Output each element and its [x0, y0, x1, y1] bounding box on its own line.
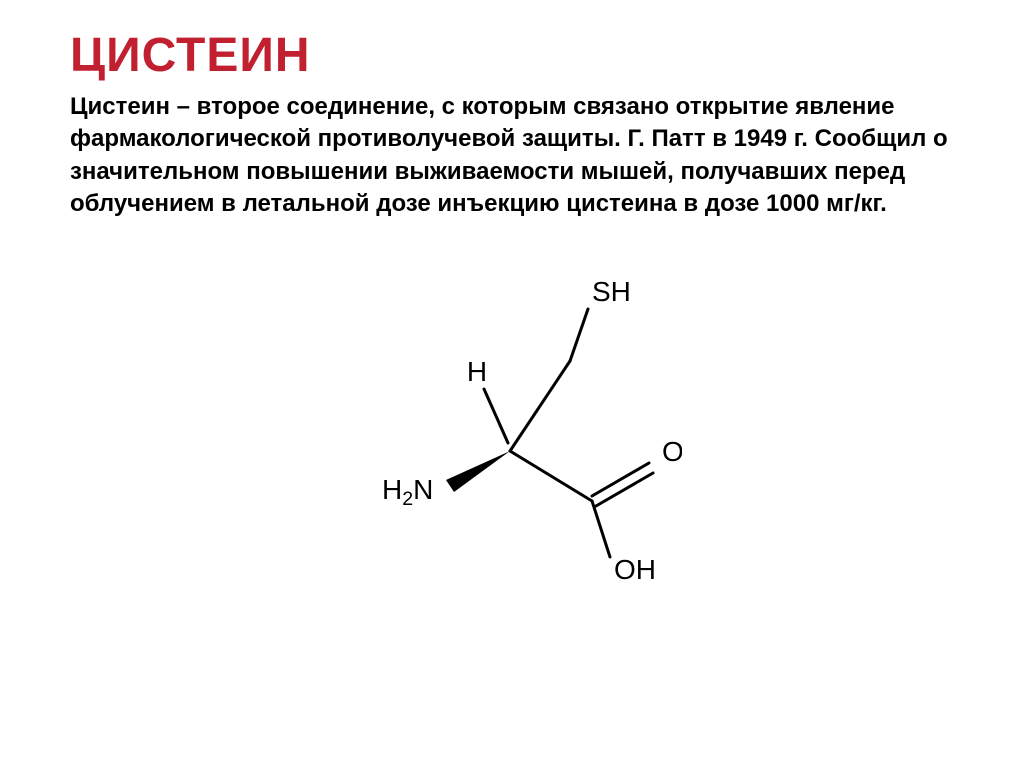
slide-body-text: Цистеин – второе соединение, с которым с…: [70, 91, 954, 221]
svg-text:SH: SH: [592, 276, 631, 307]
svg-text:O: O: [662, 436, 682, 467]
svg-text:H: H: [467, 356, 487, 387]
molecule-diagram: SH H H2N O OH: [70, 271, 954, 596]
svg-text:OH: OH: [614, 554, 656, 585]
slide-title: ЦИСТЕИН: [70, 28, 954, 83]
slide: ЦИСТЕИН Цистеин – второе соединение, с к…: [0, 0, 1024, 767]
cysteine-structure: SH H H2N O OH: [342, 271, 682, 591]
svg-text:H2N: H2N: [382, 474, 433, 510]
